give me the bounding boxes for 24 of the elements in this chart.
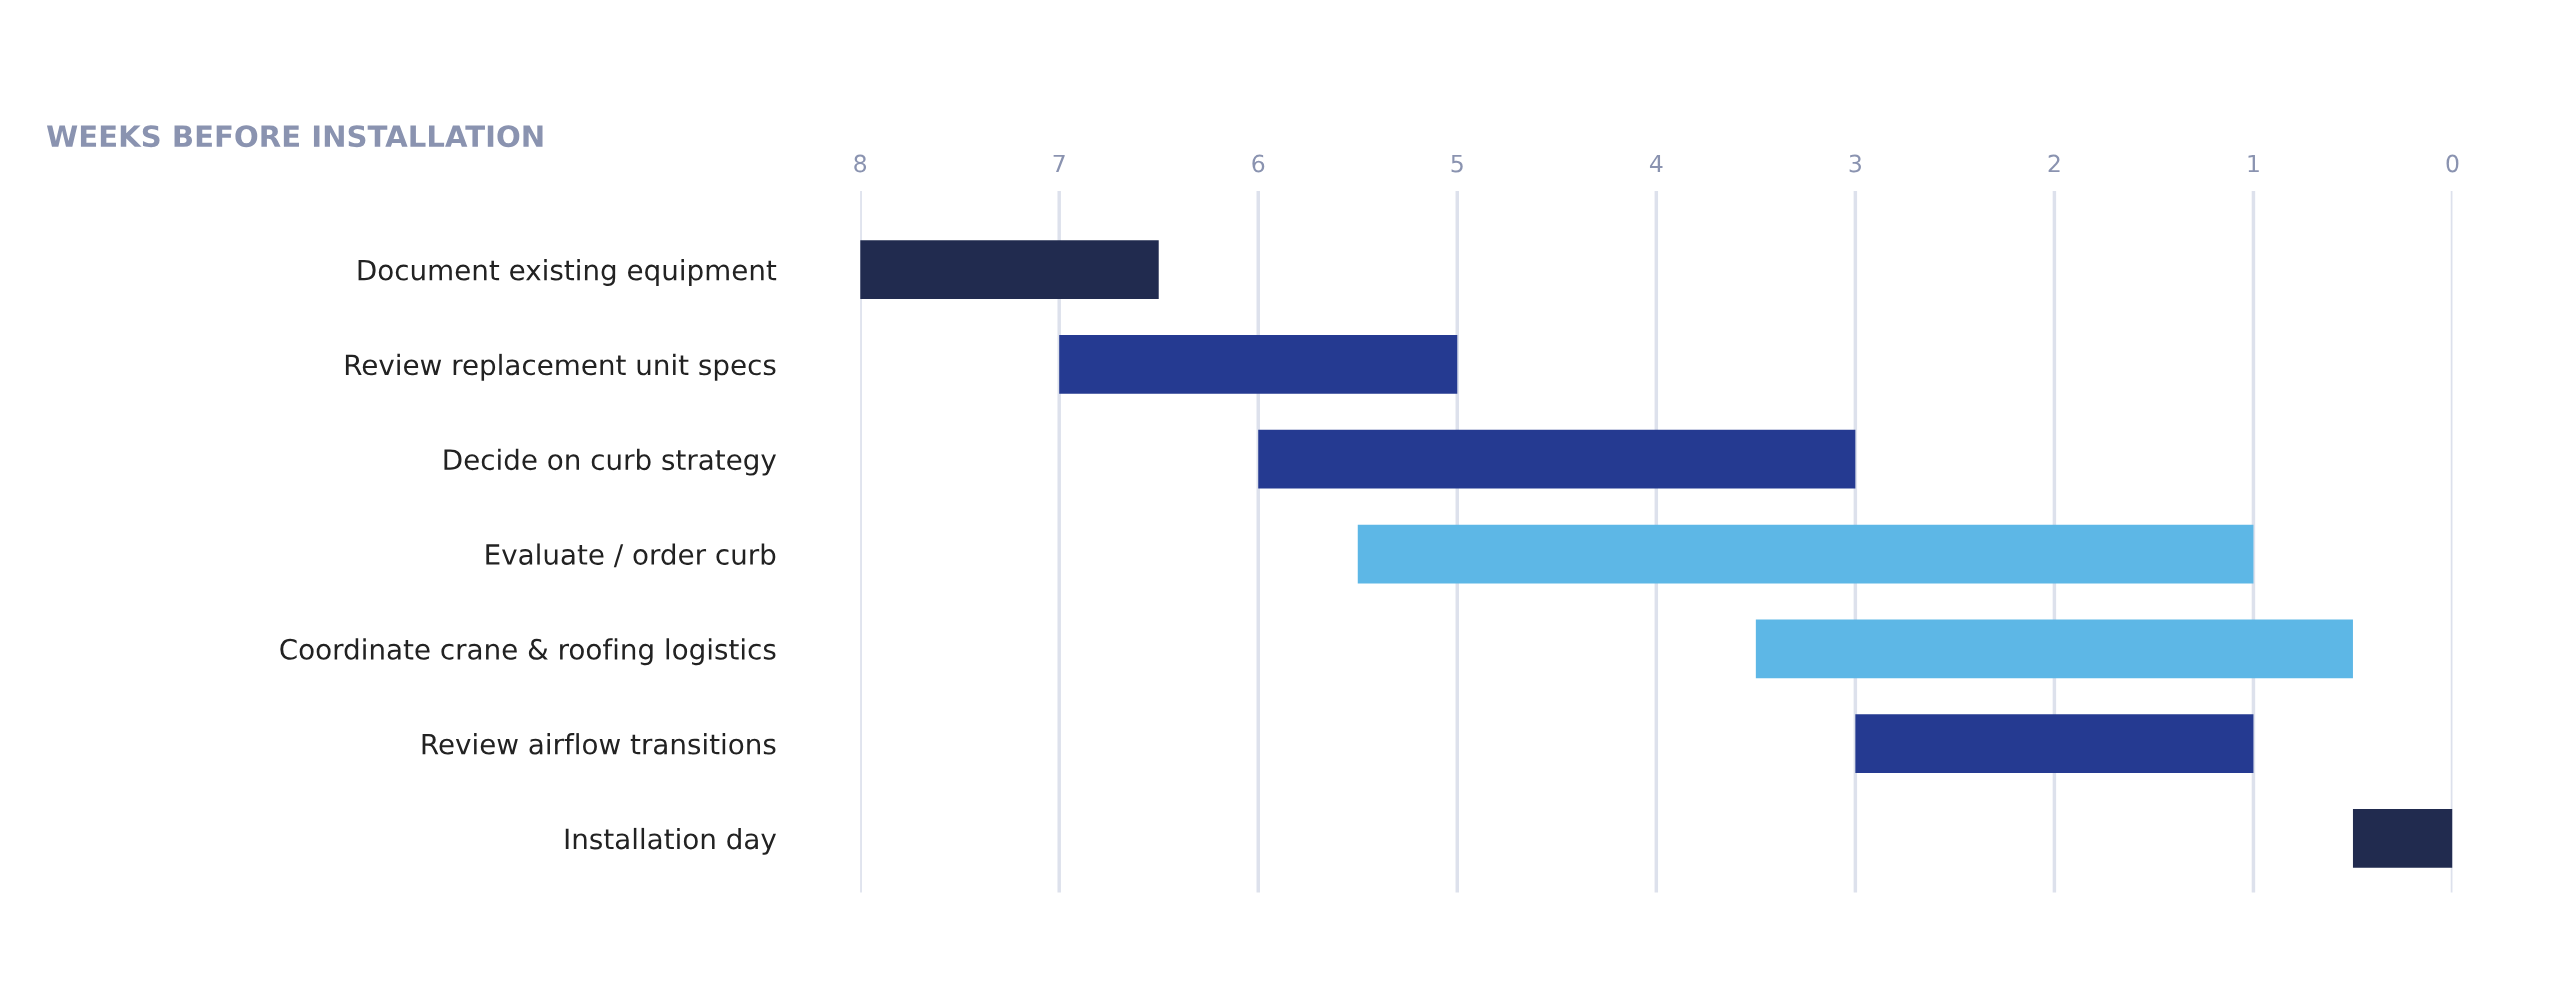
x-tick-label: 1 [2248,154,2259,173]
bar [1059,335,1458,394]
y-tick-label: Review replacement unit specs [345,353,776,381]
y-tick-label: Coordinate crane & roofing logistics [280,638,776,666]
bar [1855,714,2254,774]
bar [2352,809,2453,868]
x-tick-label: 5 [1451,154,1463,173]
x-tick-label: 2 [2048,154,2060,173]
y-tick-label: Evaluate / order curb [486,543,776,568]
x-tick-label: 0 [2446,154,2459,173]
x-tick-label: 7 [1053,154,1065,173]
bar [860,240,1159,299]
y-tick-label: Installation day [565,827,776,855]
bar [1357,524,2254,584]
x-tick-label: 6 [1252,154,1265,173]
text: WEEKS BEFORE INSTALLATION [46,125,543,148]
bar [1258,429,1856,489]
x-tick-label: 3 [1849,154,1861,173]
bar [1755,619,2353,679]
y-tick-label: Document existing equipment [358,259,777,286]
y-tick-label: Review airflow transitions [422,733,776,755]
x-tick-label: 8 [854,154,867,173]
y-tick-label: Decide on curb strategy [444,448,776,476]
x-tick-label: 4 [1649,154,1663,173]
